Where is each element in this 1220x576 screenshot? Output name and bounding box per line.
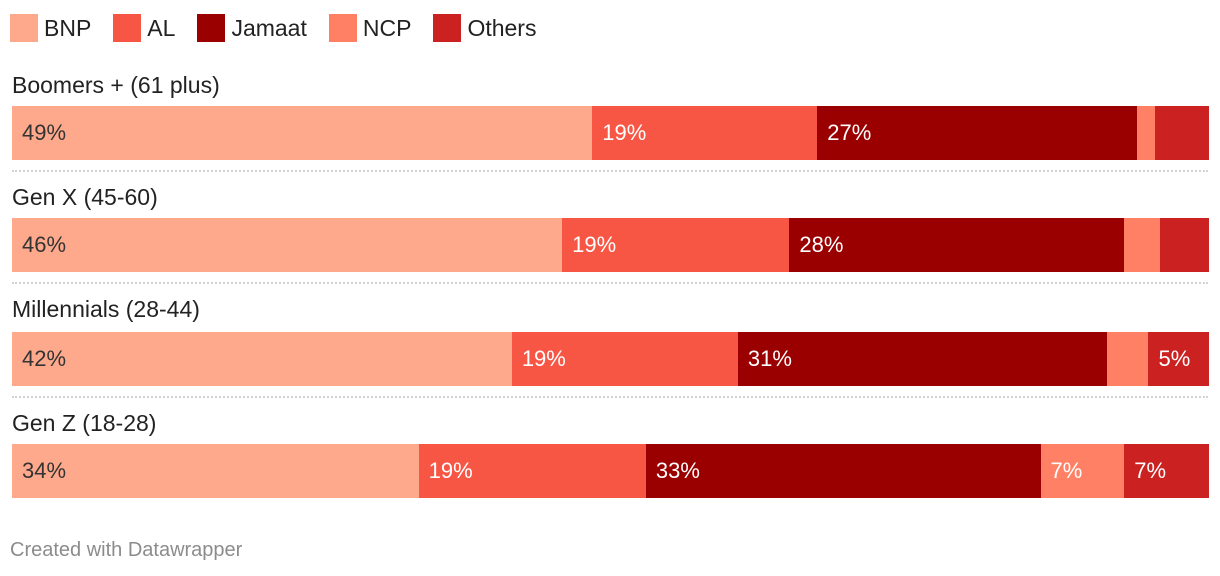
bar-segment-al bbox=[562, 218, 790, 272]
row-label-millennials-28-44: Millennials (28-44) bbox=[12, 296, 200, 322]
bar-segment-al bbox=[511, 332, 739, 386]
legend-label-ncp: NCP bbox=[362, 14, 412, 41]
data-label-ncp: 7% bbox=[1050, 458, 1083, 483]
datawrapper-credit: Created with Datawrapper bbox=[10, 539, 243, 561]
row-divider bbox=[12, 282, 1208, 284]
data-label-jamaat: 27% bbox=[827, 120, 872, 145]
data-label-jamaat: 31% bbox=[747, 346, 792, 371]
data-label-bnp: 34% bbox=[22, 458, 67, 483]
legend-item-bnp: BNP bbox=[10, 14, 91, 42]
bar-gen-x-45-60: 46% 19% 28% bbox=[12, 218, 1209, 272]
chart-legend: BNP AL Jamaat NCP Others bbox=[10, 12, 558, 44]
bar-segment-jamaat bbox=[817, 106, 1138, 160]
legend-label-others: Others bbox=[467, 14, 537, 41]
bar-segment-jamaat bbox=[645, 444, 1042, 498]
bar-segment-others bbox=[1124, 444, 1209, 498]
legend-label-bnp: BNP bbox=[44, 14, 92, 41]
row-divider bbox=[12, 170, 1208, 172]
data-label-al: 19% bbox=[428, 458, 473, 483]
bar-segment-ncp bbox=[1106, 332, 1150, 386]
bar-segment-others bbox=[1160, 218, 1209, 272]
bar-segment-jamaat bbox=[737, 332, 1108, 386]
bar-segment-al bbox=[418, 444, 647, 498]
bar-boomers-61-plus: 49% 19% 27% bbox=[12, 106, 1209, 160]
bar-segment-others bbox=[1154, 106, 1209, 160]
legend-item-ncp: NCP bbox=[328, 14, 412, 42]
data-label-bnp: 49% bbox=[22, 120, 67, 145]
bar-segment-bnp bbox=[12, 332, 513, 386]
data-label-al: 19% bbox=[521, 346, 566, 371]
bar-segment-ncp bbox=[1040, 444, 1125, 498]
data-label-al: 19% bbox=[602, 120, 647, 145]
bar-segment-al bbox=[592, 106, 818, 160]
bar-segment-jamaat bbox=[789, 218, 1125, 272]
bar-segment-ncp bbox=[1136, 106, 1156, 160]
bar-segment-others bbox=[1148, 332, 1209, 386]
legend-swatch-ncp bbox=[328, 14, 357, 42]
bar-segment-bnp bbox=[12, 444, 420, 498]
legend-swatch-al bbox=[113, 14, 142, 42]
data-label-al: 19% bbox=[572, 232, 617, 257]
legend-swatch-others bbox=[433, 14, 462, 42]
row-divider bbox=[12, 396, 1208, 398]
row-label-gen-x-45-60: Gen X (45-60) bbox=[12, 184, 158, 210]
data-label-jamaat: 33% bbox=[655, 458, 700, 483]
legend-swatch-bnp bbox=[10, 14, 38, 42]
legend-label-al: AL bbox=[147, 14, 176, 41]
data-label-bnp: 46% bbox=[22, 232, 67, 257]
legend-item-jamaat: Jamaat bbox=[197, 14, 307, 42]
bar-segment-bnp bbox=[12, 218, 563, 272]
data-label-jamaat: 28% bbox=[799, 232, 844, 257]
legend-item-others: Others bbox=[433, 14, 536, 42]
legend-label-jamaat: Jamaat bbox=[231, 14, 307, 41]
data-label-others: 5% bbox=[1158, 346, 1191, 371]
data-label-bnp: 42% bbox=[22, 346, 67, 371]
legend-swatch-jamaat bbox=[197, 14, 226, 42]
bar-segment-bnp bbox=[12, 106, 593, 160]
row-label-gen-z-18-28: Gen Z (18-28) bbox=[12, 410, 157, 436]
bar-millennials-28-44: 42% 19% 31% 5% bbox=[12, 332, 1209, 386]
data-label-others: 7% bbox=[1134, 458, 1167, 483]
bar-gen-z-18-28: 34% 19% 33% 7% 7% bbox=[12, 444, 1209, 498]
bar-segment-ncp bbox=[1124, 218, 1161, 272]
legend-item-al: AL bbox=[113, 14, 175, 42]
row-label-boomers-61-plus: Boomers + (61 plus) bbox=[12, 72, 220, 98]
